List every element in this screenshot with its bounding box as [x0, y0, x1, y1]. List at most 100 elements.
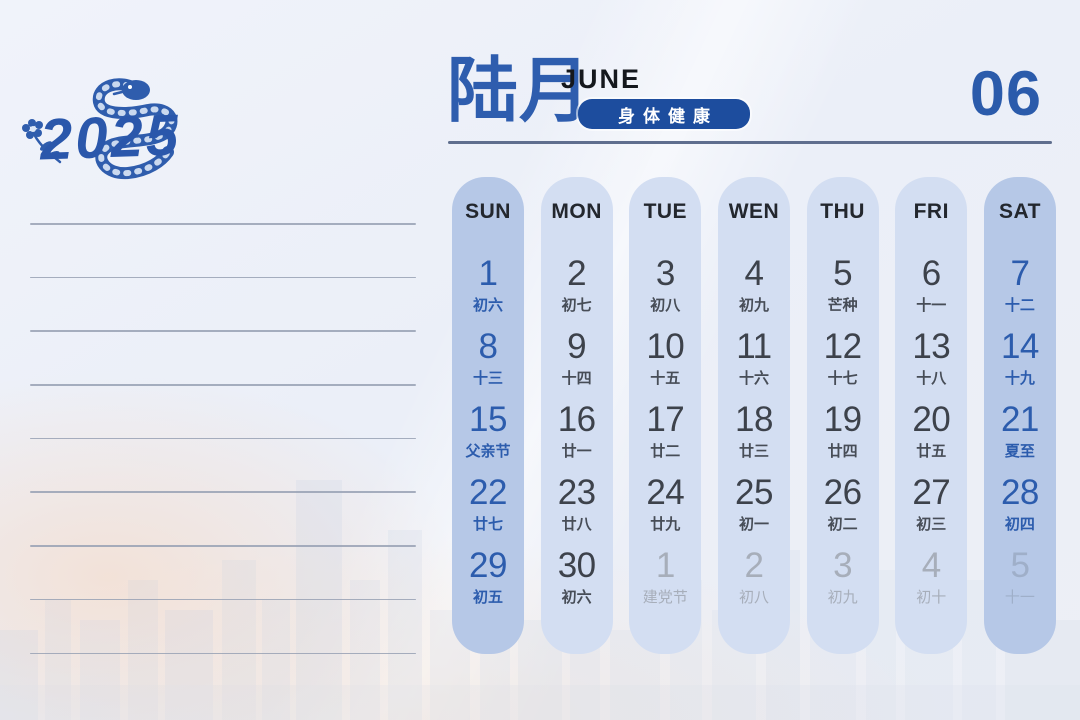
day-of-week-header: SUN	[465, 200, 511, 223]
date-number: 6	[921, 254, 941, 293]
day-cell: 2 初八	[718, 545, 790, 618]
day-cell: 28 初四	[984, 472, 1056, 545]
day-cell: 21 夏至	[984, 399, 1056, 472]
date-number: 3	[655, 254, 675, 293]
day-of-week-header: WEN	[728, 200, 780, 223]
lunar-label: 十三	[472, 370, 503, 387]
lunar-label: 十八	[916, 370, 947, 387]
note-line	[30, 598, 416, 601]
lunar-label: 十九	[1004, 370, 1035, 387]
year-artwork: 2025	[18, 72, 248, 197]
day-cell: 27 初三	[895, 472, 967, 545]
lunar-label: 芒种	[827, 297, 858, 314]
date-number: 5	[1010, 546, 1030, 585]
note-line	[30, 545, 416, 547]
note-line	[30, 437, 416, 440]
day-cell: 16 廿一	[541, 399, 613, 472]
lunar-label: 廿七	[472, 516, 503, 533]
day-of-week-header: SAT	[998, 200, 1041, 223]
month-title-english: JUNE	[561, 64, 642, 94]
date-number: 24	[646, 473, 685, 512]
date-number: 22	[469, 473, 507, 512]
flower-decoration-icon	[22, 119, 62, 164]
date-number: 13	[912, 327, 951, 366]
day-cell: 5 十一	[984, 545, 1056, 618]
lunar-label: 初七	[561, 297, 592, 314]
date-number: 7	[1010, 254, 1030, 293]
day-cell: 20 廿五	[895, 399, 967, 472]
date-number: 29	[469, 546, 507, 585]
lunar-label: 初九	[827, 589, 858, 606]
date-number: 1	[655, 546, 675, 585]
date-number: 8	[478, 327, 498, 366]
lunar-label: 十一	[1004, 589, 1035, 606]
note-line	[30, 223, 416, 225]
date-number: 4	[744, 254, 764, 293]
snake-zodiac-icon	[92, 78, 178, 180]
lunar-label: 初一	[738, 516, 769, 533]
day-cell: 4 初十	[895, 545, 967, 618]
day-cell: 25 初一	[718, 472, 790, 545]
day-cell: 8 十三	[452, 326, 524, 399]
day-cell: 17 廿二	[629, 399, 701, 472]
day-cell: 23 廿八	[541, 472, 613, 545]
lunar-label: 初九	[738, 297, 769, 314]
day-cell: 29 初五	[452, 545, 524, 618]
lunar-label: 初六	[472, 297, 503, 314]
date-number: 26	[823, 473, 862, 512]
date-number: 23	[557, 473, 596, 512]
day-cell: 18 廿三	[718, 399, 790, 472]
day-cell: 13 十八	[895, 326, 967, 399]
date-number: 25	[735, 473, 773, 512]
lunar-label: 廿九	[650, 516, 681, 533]
date-number: 27	[912, 473, 951, 512]
day-of-week-header: MON	[551, 200, 602, 223]
lunar-label: 夏至	[1004, 443, 1035, 460]
date-number: 30	[557, 546, 596, 585]
calendar-column-thu: THU 5 芒种 12 十七 19 廿四 26 初二 3 初九	[806, 177, 879, 654]
day-of-week-header: FRI	[913, 200, 949, 223]
day-cell: 1 初六	[452, 253, 524, 326]
year-label: 2025	[38, 102, 183, 173]
lunar-label: 十六	[738, 370, 769, 387]
note-lines	[30, 223, 416, 654]
date-number: 17	[646, 400, 685, 439]
date-number: 12	[823, 327, 862, 366]
day-cell: 5 芒种	[807, 253, 879, 326]
day-cell: 7 十二	[984, 253, 1056, 326]
calendar-grid: SUN 1 初六 8 十三 15 父亲节 22 廿七 29 初五 MON 2 初七 9 十四 16 廿一 23 廿八 3…	[452, 177, 1056, 654]
lunar-label: 廿三	[738, 443, 769, 460]
lunar-label: 廿一	[561, 443, 592, 460]
date-number: 4	[921, 546, 941, 585]
day-cell: 30 初六	[541, 545, 613, 618]
day-cell: 2 初七	[541, 253, 613, 326]
date-number: 11	[736, 327, 772, 366]
note-line	[30, 384, 416, 386]
lunar-label: 初八	[650, 297, 681, 314]
note-line	[30, 491, 416, 493]
date-number: 14	[1000, 327, 1039, 366]
day-cell: 15 父亲节	[452, 399, 524, 472]
lunar-label: 廿八	[561, 516, 592, 533]
day-of-week-header: THU	[820, 200, 865, 223]
lunar-label: 十四	[561, 370, 592, 387]
lunar-label: 十一	[916, 297, 947, 314]
day-cell: 22 廿七	[452, 472, 524, 545]
day-cell: 12 十七	[807, 326, 879, 399]
lunar-label: 十七	[827, 370, 858, 387]
date-number: 21	[1000, 400, 1039, 439]
header-divider	[448, 141, 1052, 144]
calendar-column-mon: MON 2 初七 9 十四 16 廿一 23 廿八 30 初六	[540, 177, 613, 654]
lunar-label: 初四	[1004, 516, 1035, 533]
day-cell: 11 十六	[718, 326, 790, 399]
lunar-label: 父亲节	[465, 443, 511, 460]
day-of-week-header: TUE	[643, 200, 688, 223]
date-number: 19	[823, 400, 862, 439]
note-line	[30, 330, 416, 332]
date-number: 1	[478, 254, 498, 293]
day-cell: 19 廿四	[807, 399, 879, 472]
day-cell: 10 十五	[629, 326, 701, 399]
date-number: 15	[469, 400, 507, 439]
lunar-label: 十五	[650, 370, 681, 387]
calendar-column-sat: SAT 7 十二 14 十九 21 夏至 28 初四 5 十一	[983, 177, 1056, 654]
